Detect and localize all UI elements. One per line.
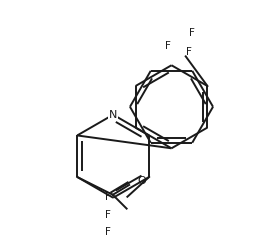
Text: F: F xyxy=(105,209,110,219)
Text: N: N xyxy=(109,110,117,120)
Text: F: F xyxy=(105,192,110,202)
Text: F: F xyxy=(189,28,195,38)
Text: F: F xyxy=(186,47,192,57)
Text: O: O xyxy=(137,176,146,186)
Text: F: F xyxy=(105,227,110,237)
Text: F: F xyxy=(165,41,171,51)
